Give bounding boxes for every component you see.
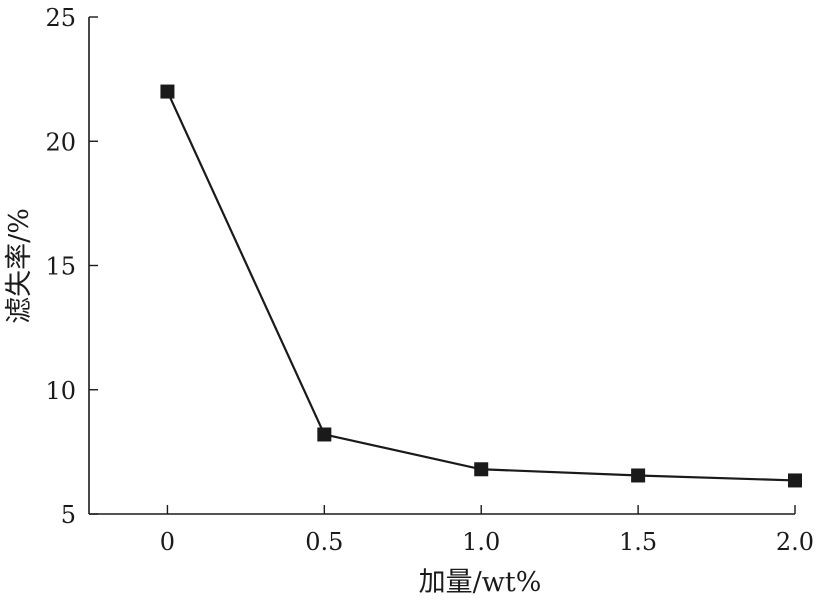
x-tick-label: 1.0 [462,528,500,556]
data-point-marker [631,468,646,483]
data-point-marker [474,462,489,477]
axes [88,17,795,515]
series-line [166,91,796,482]
y-tick-label: 25 [45,4,76,32]
y-tick-label: 10 [45,377,76,405]
y-tick-label: 5 [61,501,76,529]
x-tick-label: 0 [160,528,175,556]
x-tick-label: 0.5 [305,528,343,556]
x-axis-title: 加量/wt% [419,567,542,598]
x-ticks: 0 0.5 1.0 1.5 2.0 [160,505,814,556]
y-axis-title: 滤失率/% [4,208,35,324]
y-tick-label: 15 [45,253,76,281]
y-ticks: 5 10 15 20 25 [45,4,98,529]
data-point-marker [160,84,175,99]
y-tick-label: 20 [45,128,76,156]
series-layer [160,84,802,488]
data-point-marker [317,427,332,442]
data-point-marker [788,473,802,488]
x-tick-label: 2.0 [776,528,814,556]
x-tick-label: 1.5 [619,528,657,556]
